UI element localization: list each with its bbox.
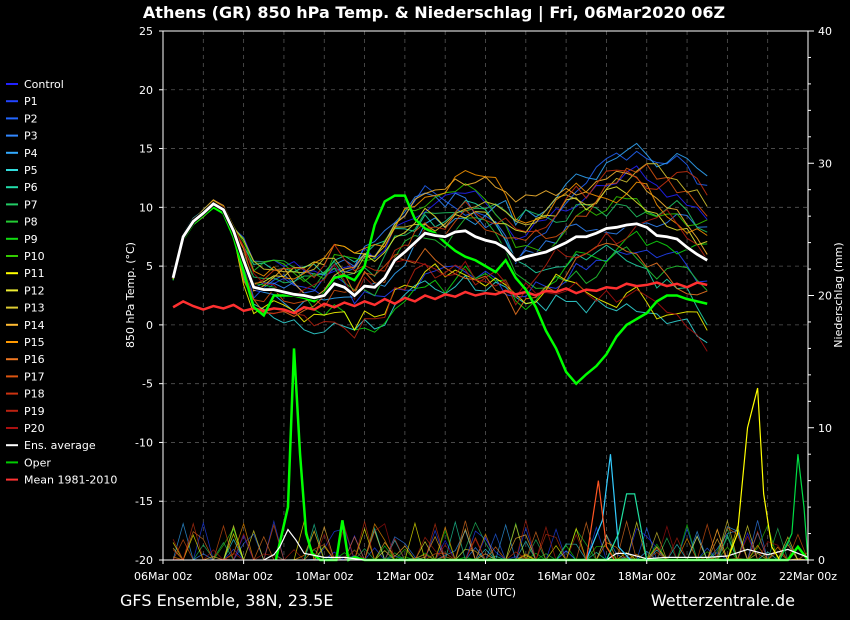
ensemble-member-line xyxy=(172,199,708,284)
y-tick-label: 25 xyxy=(139,25,153,38)
y-tick-label: -5 xyxy=(142,378,153,391)
legend-label: P17 xyxy=(24,370,45,383)
legend-label: P8 xyxy=(24,216,38,229)
ensemble-member-line xyxy=(172,207,708,333)
legend-label: P13 xyxy=(24,302,45,315)
ensemble-member-line xyxy=(172,199,708,326)
legend-label: P2 xyxy=(24,112,38,125)
ensemble-member-line xyxy=(172,203,708,297)
y2-tick-label: 30 xyxy=(818,157,832,170)
y-tick-label: 0 xyxy=(146,319,153,332)
y-tick-label: 15 xyxy=(139,143,153,156)
y2-tick-label: 0 xyxy=(818,554,825,567)
ensemble-member-line xyxy=(172,170,708,299)
legend-label: P1 xyxy=(24,95,38,108)
legend-label: P11 xyxy=(24,267,45,280)
y-tick-label: 10 xyxy=(139,201,153,214)
x-tick-label: 20Mar 00z xyxy=(698,570,756,583)
legend-label: P12 xyxy=(24,284,45,297)
legend-label: P10 xyxy=(24,250,45,263)
ensemble-member-line xyxy=(172,142,708,313)
legend-label: Ens. average xyxy=(24,439,96,452)
y2-axis-label: Niederschlag (mm) xyxy=(832,242,845,347)
legend-label: P5 xyxy=(24,164,38,177)
ensemble-member-line xyxy=(172,169,708,286)
footer-source: Wetterzentrale.de xyxy=(651,591,795,610)
precip-series-line xyxy=(585,454,632,561)
y2-tick-label: 20 xyxy=(818,290,832,303)
precip-series-line xyxy=(585,480,616,561)
x-tick-label: 16Mar 00z xyxy=(537,570,595,583)
precip-series-line xyxy=(726,387,781,561)
x-tick-label: 22Mar 00z xyxy=(779,570,837,583)
legend-label: P18 xyxy=(24,388,45,401)
legend-label: Control xyxy=(24,78,64,91)
legend-label: P19 xyxy=(24,405,45,418)
y-tick-label: 20 xyxy=(139,84,153,97)
legend-label: P9 xyxy=(24,233,38,246)
x-tick-label: 18Mar 00z xyxy=(618,570,676,583)
y-tick-label: -20 xyxy=(135,554,153,567)
precip-series-line xyxy=(779,454,809,561)
y2-tick-label: 40 xyxy=(818,25,832,38)
axes: -20 -15 -10 -5 0 5 10 15 20 25 0 10 20 30 40 06Mar 00z 0… xyxy=(134,25,837,583)
precip-series-line xyxy=(263,528,809,561)
legend-label: P15 xyxy=(24,336,45,349)
y2-tick-label: 10 xyxy=(818,422,832,435)
x-tick-label: 06Mar 00z xyxy=(134,570,192,583)
y-tick-label: -10 xyxy=(135,436,153,449)
legend-label: P16 xyxy=(24,353,45,366)
series-line xyxy=(171,202,708,300)
x-tick-label: 14Mar 00z xyxy=(456,570,514,583)
legend-label: P4 xyxy=(24,147,38,160)
y-tick-label: 5 xyxy=(146,260,153,273)
ensemble-member-line xyxy=(172,163,708,280)
legend-label: P7 xyxy=(24,198,38,211)
legend-label: Oper xyxy=(24,456,51,469)
precip-series-line xyxy=(605,493,648,561)
legend-label: P3 xyxy=(24,130,38,143)
highlight-series xyxy=(170,194,709,386)
ensemble-member-line xyxy=(172,205,708,332)
y-tick-label: -15 xyxy=(135,495,153,508)
legend-label: Mean 1981-2010 xyxy=(24,474,117,487)
ensemble-member-line xyxy=(172,170,708,280)
chart-title: Athens (GR) 850 hPa Temp. & Niederschlag… xyxy=(143,3,725,23)
legend-label: P14 xyxy=(24,319,45,332)
series-line xyxy=(172,281,708,315)
legend: Control P1 P2 P3 P4 P5 P6 P7 P8 P9 P10 P11 P12 P13 P14… xyxy=(6,78,117,487)
ensemble-member-line xyxy=(172,201,708,352)
x-tick-label: 08Mar 00z xyxy=(215,570,273,583)
legend-label: P6 xyxy=(24,181,38,194)
y-axis-label: 850 hPa Temp. (°C) xyxy=(124,242,137,348)
x-axis-label: Date (UTC) xyxy=(456,586,516,599)
legend-label: P20 xyxy=(24,422,45,435)
ensemble-member-line xyxy=(172,206,708,339)
ensemble-member-line xyxy=(172,192,708,290)
x-tick-label: 10Mar 00z xyxy=(295,570,353,583)
ensemble-member-line xyxy=(172,183,708,283)
footer-model-info: GFS Ensemble, 38N, 23.5E xyxy=(120,591,333,610)
x-tick-label: 12Mar 00z xyxy=(376,570,434,583)
